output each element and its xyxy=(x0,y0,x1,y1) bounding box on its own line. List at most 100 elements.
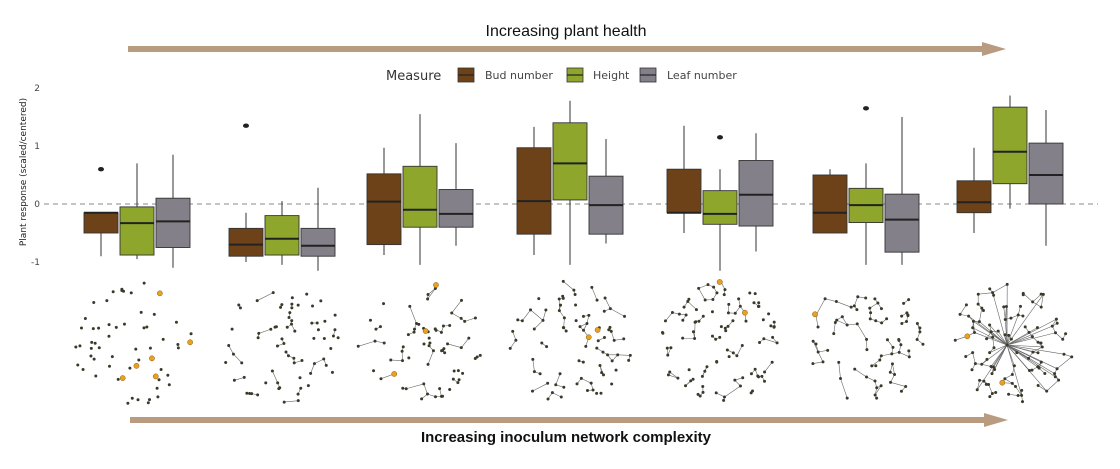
network-node xyxy=(855,308,859,312)
network-node xyxy=(700,374,704,378)
network-node xyxy=(400,349,404,353)
network-edge xyxy=(451,300,462,314)
network-node xyxy=(726,311,730,315)
network-node xyxy=(511,329,515,333)
network-node xyxy=(289,322,293,326)
network-node xyxy=(681,318,685,322)
network-node xyxy=(374,327,378,331)
network-node xyxy=(248,392,252,396)
network-edge xyxy=(869,302,879,309)
network-node xyxy=(1009,337,1013,341)
network-node xyxy=(772,325,776,329)
network-node xyxy=(572,288,576,292)
network-node-highlight xyxy=(133,362,140,369)
network-node xyxy=(874,319,878,323)
network-node xyxy=(1057,378,1061,382)
network-node xyxy=(508,346,512,350)
network-node xyxy=(973,362,977,366)
network-node xyxy=(299,386,303,390)
network-node xyxy=(406,333,410,337)
network-node xyxy=(1039,341,1043,345)
network-edge xyxy=(542,309,547,321)
network-node xyxy=(255,299,259,303)
boxplot xyxy=(366,147,402,256)
network-node xyxy=(305,292,309,296)
network-edge xyxy=(1006,344,1033,353)
network-node xyxy=(134,347,138,351)
network-node xyxy=(870,364,874,368)
network-node xyxy=(591,388,595,392)
network-node xyxy=(767,312,771,316)
network-node xyxy=(176,346,180,350)
network-node xyxy=(757,301,761,305)
network-node-highlight xyxy=(964,333,971,340)
network-node xyxy=(976,302,980,306)
network-node xyxy=(595,298,599,302)
network-edge xyxy=(899,352,910,358)
network-node xyxy=(382,341,386,345)
network-node xyxy=(575,382,579,386)
network-edge xyxy=(1015,386,1022,396)
network-node xyxy=(677,312,681,316)
network-node xyxy=(849,305,853,309)
network-node-highlight xyxy=(187,339,193,346)
network-node xyxy=(703,369,707,373)
network-node xyxy=(682,305,686,309)
network-node xyxy=(368,318,372,322)
network-node-highlight xyxy=(999,379,1006,386)
network-edge xyxy=(233,353,242,364)
network-node xyxy=(1027,368,1031,372)
network-node xyxy=(748,291,752,295)
network-node xyxy=(698,394,702,398)
network-node xyxy=(900,314,904,318)
network-node xyxy=(271,291,275,295)
network-node xyxy=(1053,331,1057,335)
network-node xyxy=(1064,332,1068,336)
network-node xyxy=(738,384,742,388)
network-node xyxy=(581,360,585,364)
network-node xyxy=(879,384,883,388)
network-edge xyxy=(358,340,376,347)
network-node xyxy=(666,373,670,377)
network-node xyxy=(1040,345,1044,349)
network-node xyxy=(315,321,319,325)
network-node xyxy=(607,328,611,332)
network-edge xyxy=(847,323,858,326)
network-node-highlight xyxy=(433,282,439,288)
network-node xyxy=(282,400,286,404)
network-node xyxy=(890,362,894,366)
box xyxy=(884,193,920,253)
network-node xyxy=(763,370,767,374)
network-node xyxy=(330,370,334,374)
box xyxy=(812,174,848,234)
network-node xyxy=(463,319,467,323)
network-edge xyxy=(314,358,324,364)
network-node xyxy=(457,378,461,382)
network-node xyxy=(544,308,548,312)
network-node xyxy=(879,307,883,311)
box xyxy=(402,165,438,228)
network-node xyxy=(81,367,85,371)
network-node xyxy=(694,320,698,324)
network-edge xyxy=(724,385,741,398)
boxplot xyxy=(438,143,474,246)
network-edge xyxy=(1032,293,1042,303)
network-node xyxy=(989,330,993,334)
network-node xyxy=(433,395,437,399)
network-node xyxy=(890,352,894,356)
box xyxy=(119,206,155,256)
network-node xyxy=(230,327,234,331)
network-node xyxy=(992,365,996,369)
network-edges xyxy=(358,284,481,400)
network-node xyxy=(316,328,320,332)
network-node xyxy=(873,393,877,397)
network-node xyxy=(994,390,998,394)
network-edge xyxy=(427,350,434,365)
network-node xyxy=(616,353,620,357)
network-node xyxy=(988,323,992,327)
network-node xyxy=(987,382,991,386)
network-edge xyxy=(817,351,824,363)
network-node xyxy=(902,301,906,305)
network-node xyxy=(128,366,132,370)
network-node xyxy=(189,332,193,336)
